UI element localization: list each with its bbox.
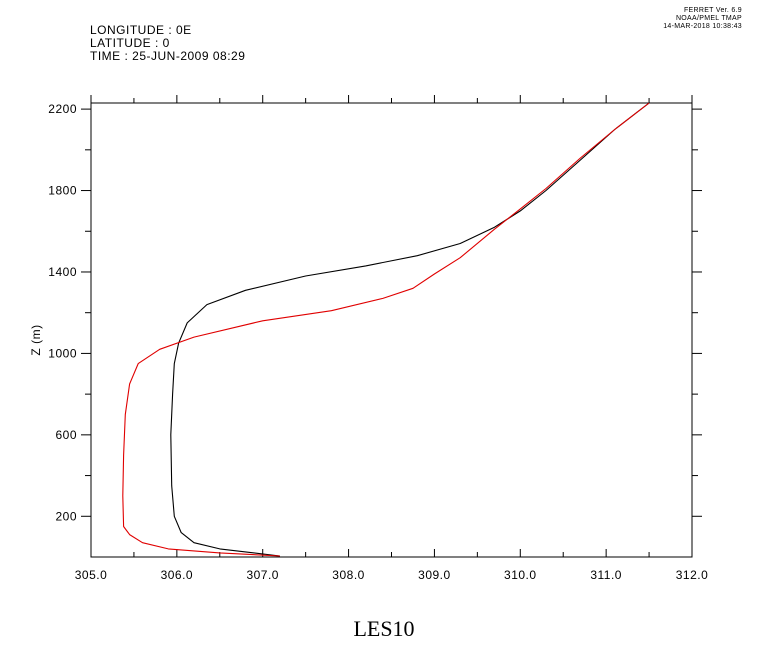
x-tick-label: 311.0 [590, 568, 622, 582]
x-tick-label: 312.0 [676, 568, 709, 582]
stamp-line-3: 14-MAR-2018 10:38:43 [663, 23, 742, 30]
series-group [122, 102, 650, 557]
header-info: LONGITUDE : 0E LATITUDE : 0 TIME : 25-JU… [90, 24, 245, 63]
chart-title: LES10 [353, 616, 415, 641]
x-tick-label: 309.0 [418, 568, 451, 582]
plot-frame [90, 102, 693, 558]
y-tick-label: 1400 [48, 265, 77, 279]
y-tick-label: 2200 [48, 102, 77, 116]
stamp-line-2: NOAA/PMEL TMAP [675, 15, 742, 22]
y-tick-label: 600 [55, 428, 77, 442]
x-tick-label: 307.0 [246, 568, 279, 582]
series-line-2 [122, 102, 650, 557]
x-tick-label: 305.0 [75, 568, 108, 582]
y-tick-label: 1800 [48, 184, 77, 198]
ferret-stamp: FERRET Ver. 6.9 NOAA/PMEL TMAP 14-MAR-20… [620, 7, 742, 31]
x-tick-label: 306.0 [161, 568, 194, 582]
series-line-1 [170, 102, 650, 557]
latitude-label: LATITUDE : 0 [90, 36, 170, 50]
x-tick-label: 308.0 [332, 568, 365, 582]
y-axis-label: Z (m) [29, 324, 43, 355]
y-tick-label: 200 [55, 509, 77, 523]
stamp-line-1: FERRET Ver. 6.9 [683, 7, 742, 14]
axes-group: 305.0 306.0 307.0 308.0 309.0 310.0 311.0 312.0… [48, 95, 708, 582]
y-tick-label: 1000 [48, 346, 77, 360]
longitude-label: LONGITUDE : 0E [90, 23, 192, 37]
time-label: TIME : 25-JUN-2009 08:29 [90, 49, 246, 63]
x-tick-label: 310.0 [504, 568, 537, 582]
